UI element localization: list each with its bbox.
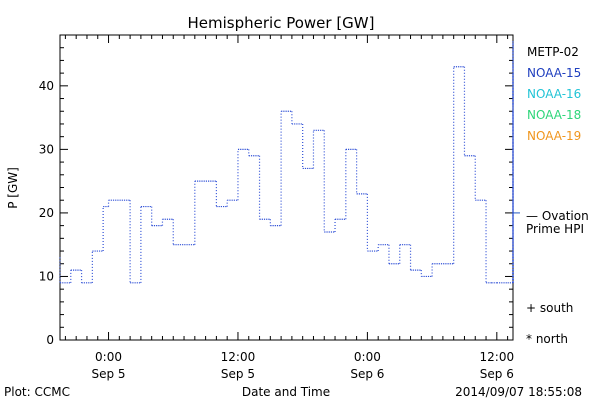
south-marker-note: + south xyxy=(526,301,573,315)
x-tick-date-label: Sep 5 xyxy=(221,367,255,381)
x-tick-time-label: 12:00 xyxy=(480,350,515,364)
footer-source: Plot: CCMC xyxy=(4,385,70,399)
y-axis-label: P [GW] xyxy=(6,167,20,209)
x-tick-time-label: 0:00 xyxy=(354,350,381,364)
plot-frame xyxy=(59,34,514,341)
legend-item: METP-02 xyxy=(527,45,579,59)
ovation-label-line1: — Ovation xyxy=(526,209,589,223)
x-tick-date-label: Sep 5 xyxy=(91,367,125,381)
y-tick-label: 40 xyxy=(39,79,54,93)
legend-item: NOAA-16 xyxy=(527,87,581,101)
ovation-label-line2: Prime HPI xyxy=(526,222,584,236)
legend: METP-02 NOAA-15 NOAA-16 NOAA-18 NOAA-19 xyxy=(527,45,581,143)
legend-item: NOAA-15 xyxy=(527,66,581,80)
series-lines xyxy=(59,41,514,284)
y-tick-label: 0 xyxy=(46,333,54,347)
y-tick-label: 10 xyxy=(39,269,54,283)
chart-title: Hemispheric Power [GW] xyxy=(188,14,375,32)
y-axis-ticks: 0 10 20 30 40 xyxy=(39,34,513,347)
x-tick-date-label: Sep 6 xyxy=(480,367,514,381)
x-tick-date-label: Sep 6 xyxy=(350,367,384,381)
y-tick-label: 30 xyxy=(39,142,54,156)
x-tick-time-label: 12:00 xyxy=(221,350,256,364)
x-axis-label: Date and Time xyxy=(242,385,330,399)
legend-item: NOAA-19 xyxy=(527,129,581,143)
y-tick-label: 20 xyxy=(39,206,54,220)
north-marker-note: * north xyxy=(526,332,568,346)
x-tick-time-label: 0:00 xyxy=(95,350,122,364)
legend-item: NOAA-18 xyxy=(527,108,581,122)
footer-timestamp: 2014/09/07 18:55:08 xyxy=(455,385,582,399)
